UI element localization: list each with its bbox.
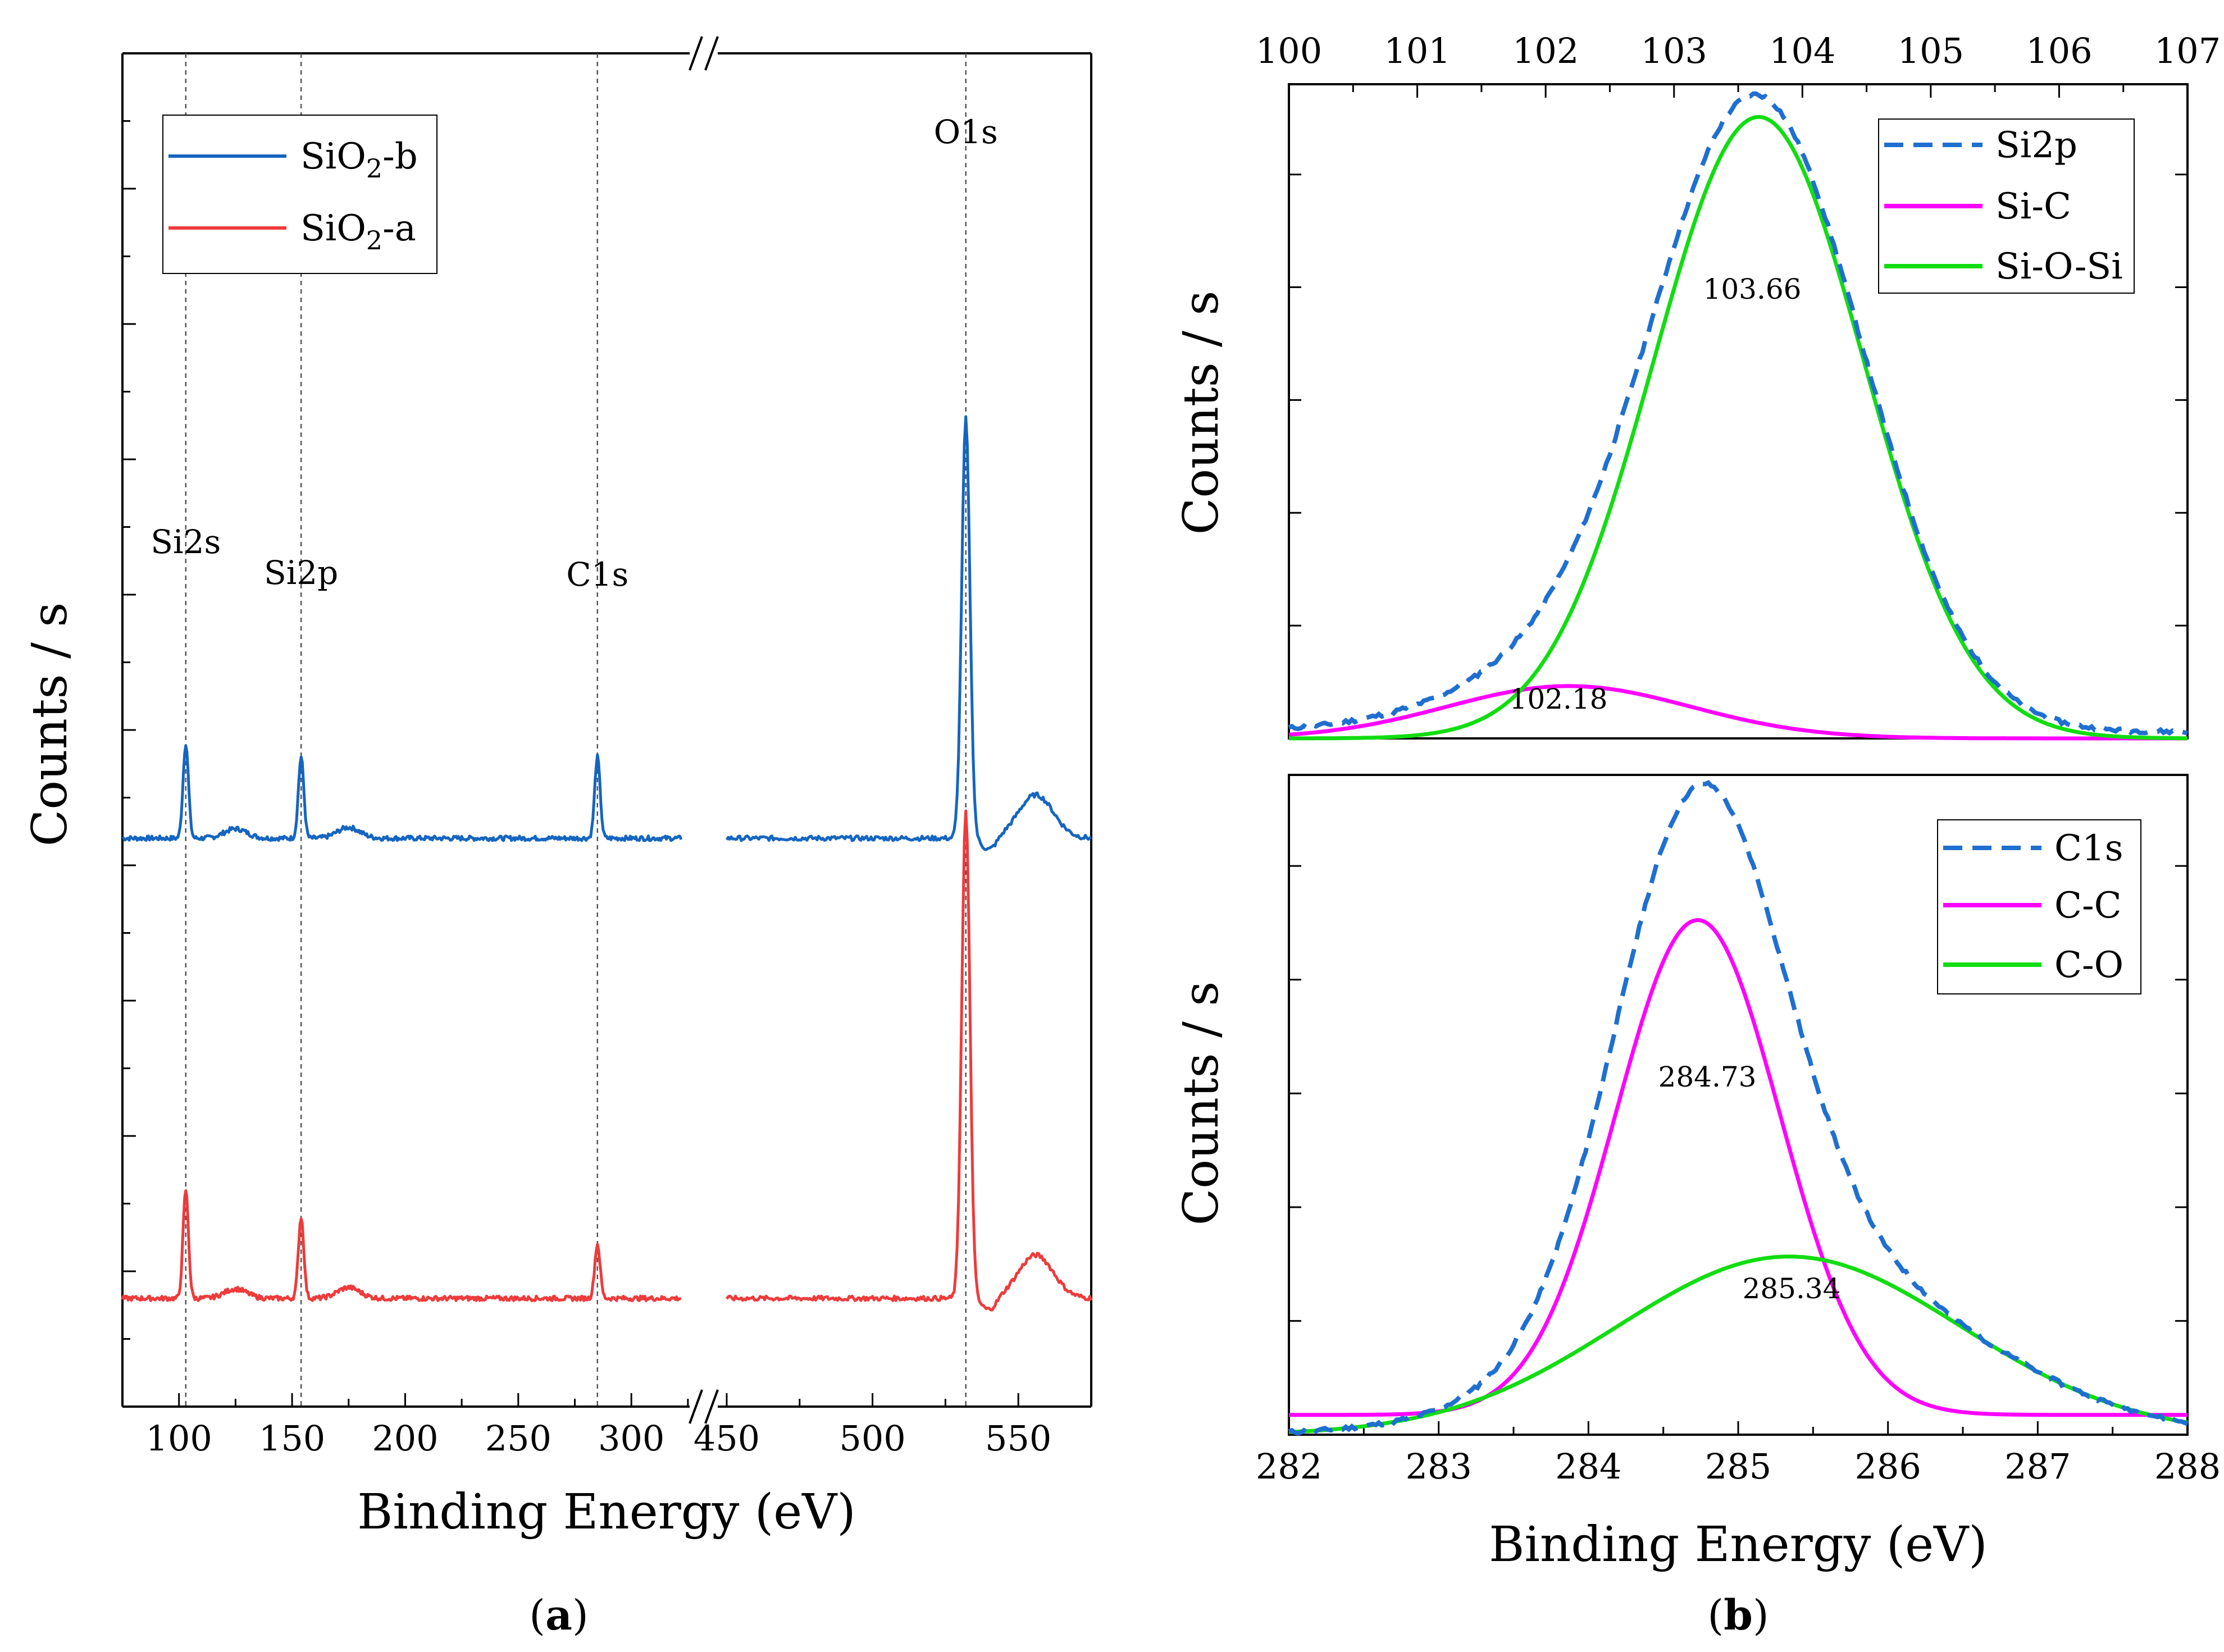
- legend-label-si-c: Si-C: [1995, 186, 2071, 227]
- survey-x-tick-label: 100: [146, 1418, 212, 1459]
- axis-break-marks: [689, 36, 719, 1424]
- survey-legend-box: [162, 115, 437, 274]
- b1-envelope-si2p: [1288, 91, 2188, 736]
- b2-x-tick-label: 285: [1705, 1446, 1771, 1487]
- b2-x-tick-label: 287: [2004, 1446, 2071, 1487]
- b1-x-tick-label: 102: [1512, 30, 1579, 71]
- b2-x-tick-label: 282: [1256, 1446, 1322, 1487]
- peak-label-c1s: C1s: [566, 555, 628, 594]
- survey-x-tick-label: 150: [259, 1418, 325, 1459]
- b2-x-tick-label: 286: [1854, 1446, 1921, 1487]
- survey-x-tick-label: 250: [485, 1418, 552, 1459]
- survey-series-line-sio2-a: [121, 1189, 682, 1302]
- survey-legend: SiO2-b SiO2-a: [162, 115, 437, 274]
- si2p-label-si-o-si: 103.66: [1703, 273, 1802, 305]
- c1s-ticks: 282 283 284 285 286 287 288: [1256, 865, 2221, 1487]
- c1s-legend: C1s C-C C-O: [1937, 819, 2141, 994]
- b2-x-tick-label: 288: [2154, 1446, 2221, 1487]
- c1s-panel: 282 283 284 285 286 287 288 284.73 285.34 C1s …: [1173, 774, 2221, 1640]
- legend-label-c-o: C-O: [2054, 944, 2123, 986]
- survey-x-tick-label: 550: [985, 1418, 1051, 1459]
- survey-series: [121, 415, 1093, 1312]
- survey-panel: 100 150 200 250 300 450 500 550 Si2s Si2p C1s O…: [22, 36, 1093, 1640]
- legend-label-c-c: C-C: [2054, 885, 2122, 927]
- b2-x-tick-label: 284: [1555, 1446, 1621, 1487]
- axis-break-slash: [689, 1389, 703, 1424]
- c1s-x-axis-title: Binding Energy (eV): [1489, 1517, 1988, 1573]
- panel-b-caption: (b): [1707, 1591, 1769, 1640]
- si2p-y-axis-title: Counts / s: [1173, 291, 1229, 535]
- panel-a-caption: (a): [529, 1591, 589, 1640]
- b2-component-c-o: [1288, 1254, 2188, 1434]
- b1-x-tick-label: 100: [1256, 30, 1322, 71]
- b1-component-si-o-si: [1289, 115, 2187, 741]
- c1s-y-axis-title: Counts / s: [1173, 982, 1229, 1226]
- b1-x-tick-label: 105: [1898, 30, 1964, 71]
- survey-ticks: 100 150 200 250 300 450 500 550: [121, 52, 1092, 1459]
- survey-x-tick-label: 300: [598, 1418, 664, 1459]
- axis-break-slash: [704, 36, 719, 71]
- legend-label-si-o-si: Si-O-Si: [1995, 246, 2123, 287]
- peak-label-si2p: Si2p: [264, 554, 338, 592]
- b1-component-si-c: [1288, 684, 2187, 741]
- survey-x-tick-label: 450: [694, 1418, 760, 1459]
- si2p-ticks: 100 101 102 103 104 105 106 107: [1256, 30, 2221, 627]
- peak-label-o1s: O1s: [934, 113, 998, 151]
- survey-x-tick-label: 200: [372, 1418, 438, 1459]
- survey-series-line-sio2-a: [725, 809, 1093, 1312]
- si2p-label-si-c: 102.18: [1510, 683, 1608, 715]
- b1-x-tick-label: 106: [2026, 30, 2092, 71]
- c1s-label-c-o: 285.34: [1743, 1272, 1841, 1305]
- si2p-series: [1288, 91, 2188, 741]
- b1-x-tick-label: 101: [1384, 30, 1450, 71]
- legend-label-si2p: Si2p: [1995, 125, 2077, 166]
- b2-x-tick-label: 283: [1405, 1446, 1471, 1487]
- axis-break-slash: [704, 1389, 719, 1424]
- si2p-legend: Si2p Si-C Si-O-Si: [1878, 118, 2135, 294]
- b2-envelope-c1s: [1288, 780, 2189, 1436]
- survey-series-line-sio2-b: [122, 744, 683, 842]
- legend-label-c1s: C1s: [2054, 828, 2123, 869]
- si2p-panel: 100 101 102 103 104 105 106 107 102.18 103.66 S…: [1173, 30, 2221, 741]
- legend-label-sio2-a: SiO2-a: [300, 208, 416, 255]
- legend-label-sio2-b: SiO2-b: [300, 136, 418, 184]
- c1s-label-c-c: 284.73: [1658, 1061, 1757, 1093]
- survey-series-line-sio2-b: [725, 415, 1092, 851]
- b1-x-tick-label: 103: [1641, 30, 1707, 71]
- peak-marker-lines: [185, 53, 967, 1407]
- survey-x-axis-title: Binding Energy (eV): [357, 1484, 856, 1540]
- c1s-series: [1288, 780, 2189, 1436]
- axis-break-slash: [689, 36, 703, 71]
- survey-x-tick-label: 500: [839, 1418, 905, 1459]
- b1-x-tick-label: 104: [1769, 30, 1835, 71]
- peak-label-si2s: Si2s: [151, 523, 221, 561]
- b1-x-tick-label: 107: [2154, 30, 2221, 71]
- survey-y-axis-title: Counts / s: [22, 603, 78, 847]
